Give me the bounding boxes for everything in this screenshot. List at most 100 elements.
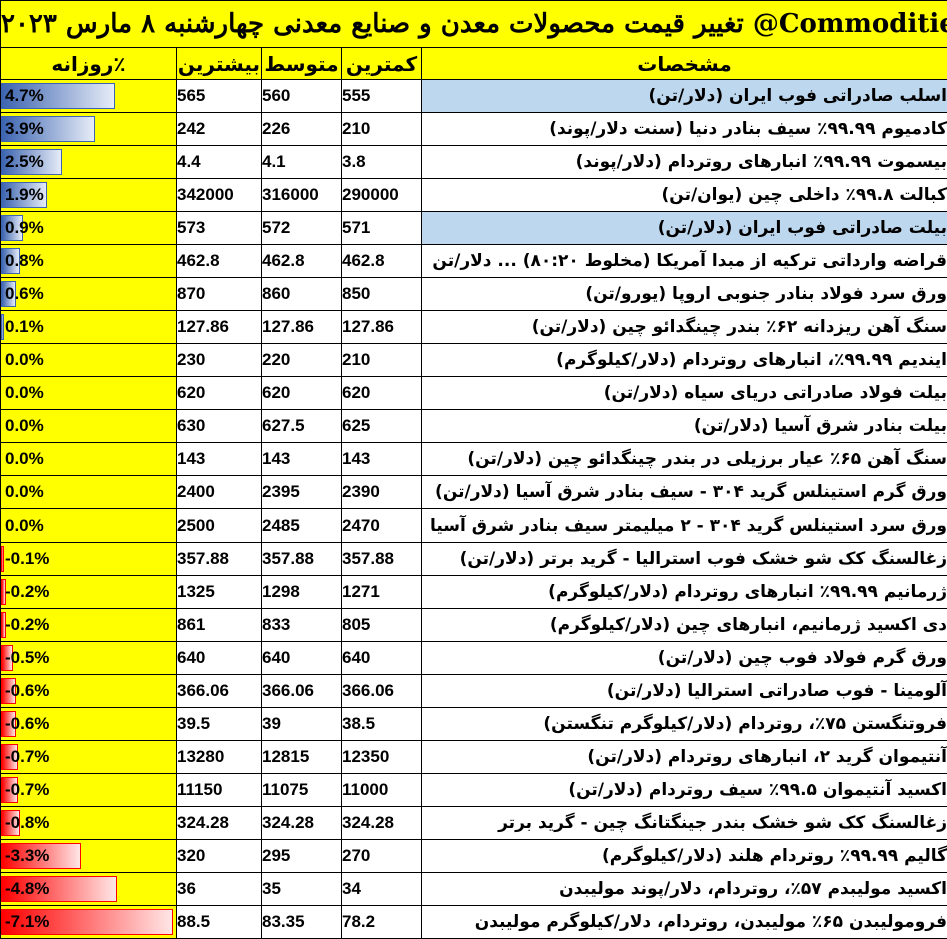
data-bar	[1, 743, 18, 770]
name-header: مشخصات	[421, 47, 947, 81]
max-price-cell: 88.5	[176, 904, 262, 939]
daily-change-cell: 0.0%	[0, 376, 177, 411]
max-price-cell: 230	[176, 343, 262, 378]
min-price-cell: 11000	[341, 772, 422, 807]
table-row: 0.0% 620 620 620 بیلت فولاد صادراتی دریای سی…	[0, 376, 947, 411]
commodity-name-cell: قراضه وارداتی ترکیه از مبدا آمریکا (مخلو…	[421, 244, 947, 279]
commodity-name-cell: اکسید آنتیموان ۹۹.۵٪ سیف روتردام (دلار/ت…	[421, 772, 947, 807]
commodity-name-cell: گالیم ۹۹.۹۹٪ روتردام هلند (دلار/کیلوگرم)	[421, 838, 947, 873]
daily-change-cell: -0.5%	[0, 640, 177, 675]
commodity-name-cell: فروتنگستن ۷۵٪، روتردام (دلار/کیلوگرم تنگ…	[421, 706, 947, 741]
table-row: 0.9% 573 572 571 بیلت صادراتی فوب ایران (دلا…	[0, 211, 947, 246]
commodity-name-cell: فرومولیبدن ۶۵٪ مولیبدن، روتردام، دلار/کی…	[421, 904, 947, 939]
data-bar	[1, 809, 20, 836]
min-price-cell: 620	[341, 376, 422, 411]
daily-change-cell: -0.7%	[0, 739, 177, 774]
table-row: 3.9% 242 226 210 کادمیوم ۹۹.۹۹٪ سیف بنادر دن…	[0, 112, 947, 147]
data-bar	[1, 677, 16, 704]
min-price-cell: 78.2	[341, 904, 422, 939]
max-price-cell: 4.4	[176, 145, 262, 180]
max-price-cell: 620	[176, 376, 262, 411]
table-row: 0.0% 2400 2395 2390 ورق گرم استینلس گرید ۳۰۴…	[0, 475, 947, 510]
daily-change-cell: 4.7%	[0, 79, 177, 114]
data-bar	[1, 908, 173, 935]
commodity-name-cell: آنتیموان گرید ۲، انبارهای روتردام (دلار/…	[421, 739, 947, 774]
daily-change-cell: -0.7%	[0, 772, 177, 807]
max-price-cell: 640	[176, 640, 262, 675]
daily-change-cell: -4.8%	[0, 871, 177, 906]
commodity-name-cell: اسلب صادراتی فوب ایران (دلار/تن)	[421, 79, 947, 114]
commodity-name-cell: بیلت صادراتی فوب ایران (دلار/تن)	[421, 211, 947, 246]
avg-price-cell: 83.35	[261, 904, 342, 939]
min-price-cell: 640	[341, 640, 422, 675]
commodity-name-cell: کادمیوم ۹۹.۹۹٪ سیف بنادر دنیا (سنت دلار/…	[421, 112, 947, 147]
avg-price-cell: 1298	[261, 574, 342, 609]
avg-price-cell: 127.86	[261, 310, 342, 345]
min-price-cell: 1271	[341, 574, 422, 609]
data-bar	[1, 281, 16, 308]
max-price-cell: 342000	[176, 178, 262, 213]
avg-price-cell: 295	[261, 838, 342, 873]
commodity-name-cell: ایندیم ۹۹.۹۹٪، انبارهای روتردام (دلار/کی…	[421, 343, 947, 378]
avg-price-cell: 833	[261, 607, 342, 642]
daily-change-cell: 2.5%	[0, 145, 177, 180]
daily-change-value: -0.6%	[5, 680, 50, 700]
table-row: -7.1% 88.5 83.35 78.2 فرومولیبدن ۶۵٪ مولیبدن…	[0, 904, 947, 939]
min-header: کمترین	[341, 47, 422, 81]
avg-price-cell: 2485	[261, 508, 342, 543]
avg-header: متوسط	[261, 47, 342, 81]
daily-change-cell: -0.6%	[0, 706, 177, 741]
max-price-cell: 565	[176, 79, 262, 114]
daily-change-cell: -0.6%	[0, 673, 177, 708]
min-price-cell: 127.86	[341, 310, 422, 345]
avg-price-cell: 462.8	[261, 244, 342, 279]
table-row: 0.6% 870 860 850 ورق سرد فولاد بنادر جنوبی ا…	[0, 277, 947, 312]
daily-change-cell: 0.0%	[0, 442, 177, 477]
commodity-name-cell: زغالسنگ کک شو خشک فوب استرالیا - گرید بر…	[421, 541, 947, 576]
table-row: -0.1% 357.88 357.88 357.88 زغالسنگ کک شو خشک…	[0, 541, 947, 576]
commodity-name-cell: زغالسنگ کک شو خشک بندر جینگتانگ چین - گر…	[421, 805, 947, 840]
daily-change-cell: 0.1%	[0, 310, 177, 345]
daily-change-value: 4.7%	[5, 86, 44, 106]
title-row: تغییر قیمت محصولات معدن و صنایع معدنی چه…	[0, 0, 947, 49]
data-bar	[1, 116, 95, 143]
daily-change-value: 0.6%	[5, 284, 44, 304]
avg-price-cell: 627.5	[261, 409, 342, 444]
daily-change-cell: 0.6%	[0, 277, 177, 312]
table-row: 2.5% 4.4 4.1 3.8 بیسموت ۹۹.۹۹٪ انبارهای روتر…	[0, 145, 947, 180]
table-row: -0.6% 39.5 39 38.5 فروتنگستن ۷۵٪، روتردام (د…	[0, 706, 947, 741]
daily-change-value: -0.8%	[5, 812, 50, 832]
min-price-cell: 38.5	[341, 706, 422, 741]
daily-change-cell: 0.0%	[0, 409, 177, 444]
daily-change-value: -0.2%	[5, 581, 50, 601]
data-bar	[1, 644, 13, 671]
daily-change-cell: 0.0%	[0, 508, 177, 543]
daily-change-value: 0.1%	[5, 317, 44, 337]
daily-change-value: 2.5%	[5, 152, 44, 172]
daily-change-value: 0.0%	[5, 350, 44, 370]
table-row: 0.0% 2500 2485 2470 ورق سرد استینلس گرید ۳۰۴…	[0, 508, 947, 543]
commodity-name-cell: ورق گرم فولاد فوب چین (دلار/تن)	[421, 640, 947, 675]
max-price-cell: 462.8	[176, 244, 262, 279]
min-price-cell: 2390	[341, 475, 422, 510]
commodity-name-cell: دی اکسید ژرمانیم، انبارهای چین (دلار/کیل…	[421, 607, 947, 642]
avg-price-cell: 316000	[261, 178, 342, 213]
table-row: -0.2% 1325 1298 1271 ژرمانیم ۹۹.۹۹٪ انبارهای…	[0, 574, 947, 609]
max-price-cell: 573	[176, 211, 262, 246]
data-bar	[1, 875, 117, 902]
daily-change-cell: -0.2%	[0, 574, 177, 609]
max-price-cell: 861	[176, 607, 262, 642]
commodity-name-cell: ورق سرد استینلس گرید ۳۰۴ - ۲ میلیمتر سیف…	[421, 508, 947, 543]
max-price-cell: 36	[176, 871, 262, 906]
avg-price-cell: 12815	[261, 739, 342, 774]
min-price-cell: 462.8	[341, 244, 422, 279]
daily-change-value: -0.2%	[5, 614, 50, 634]
commodity-name-cell: کبالت ۹۹.۸٪ داخلی چین (یوان/تن)	[421, 178, 947, 213]
avg-price-cell: 220	[261, 343, 342, 378]
daily-change-cell: 0.0%	[0, 475, 177, 510]
min-price-cell: 571	[341, 211, 422, 246]
daily-change-cell: -0.2%	[0, 607, 177, 642]
data-bar	[1, 149, 62, 176]
data-bar	[1, 545, 4, 572]
avg-price-cell: 860	[261, 277, 342, 312]
